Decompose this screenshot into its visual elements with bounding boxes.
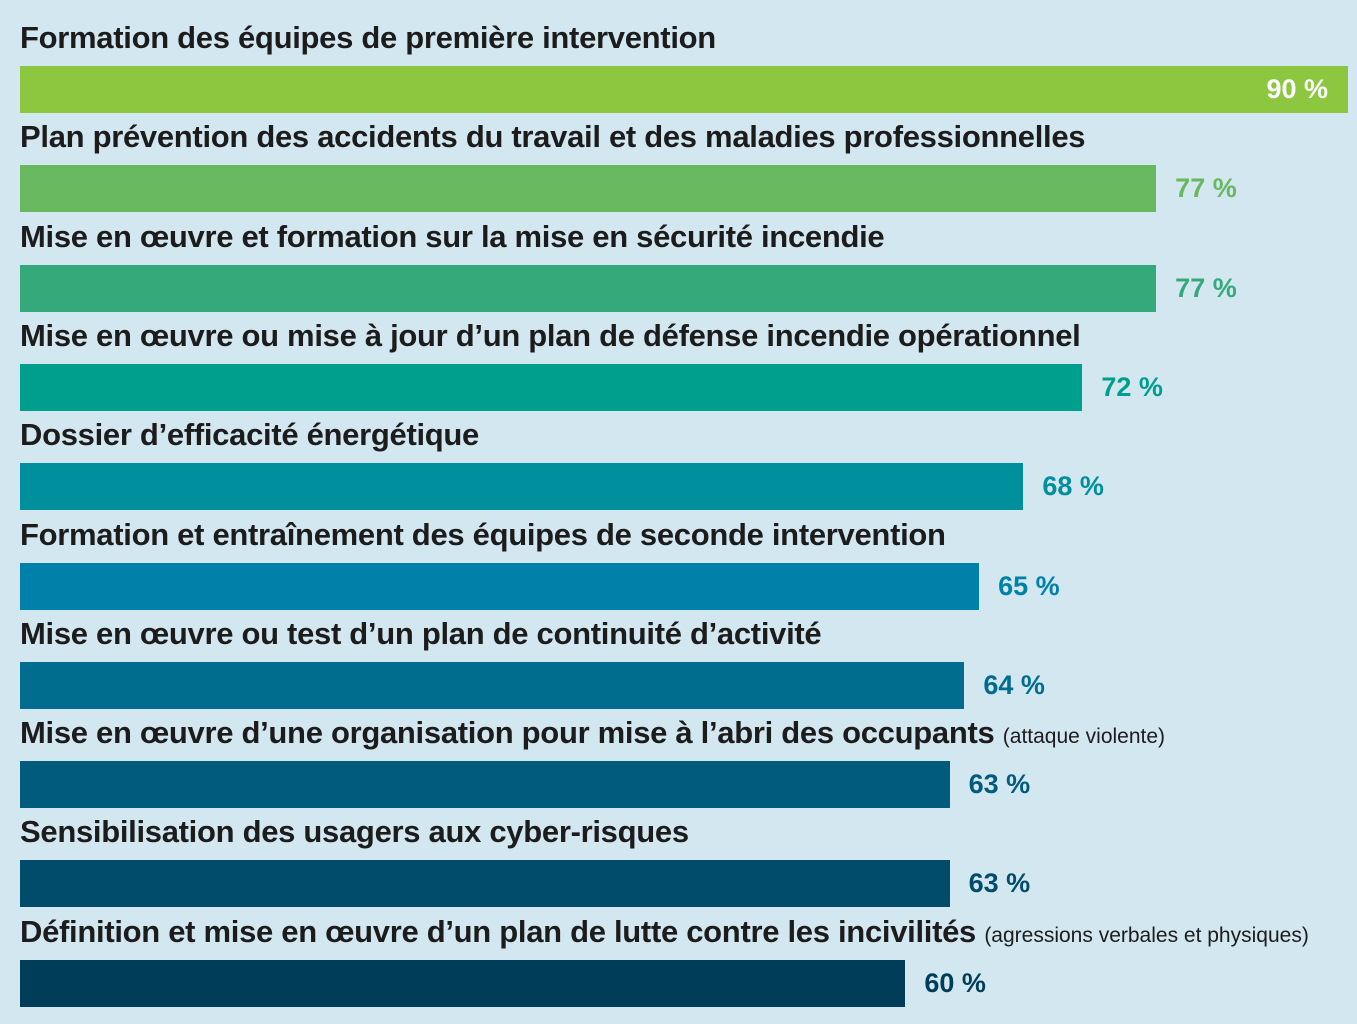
bar-label: Sensibilisation des usagers aux cyber-ri… bbox=[20, 814, 689, 850]
bar-value-label: 63 % bbox=[968, 868, 1031, 899]
bar-row: Mise en œuvre ou test d’un plan de conti… bbox=[0, 596, 1357, 709]
bar bbox=[20, 363, 1083, 411]
bar-row: Formation et entraînement des équipes de… bbox=[0, 497, 1357, 610]
bar-row: Mise en œuvre ou mise à jour d’un plan d… bbox=[0, 298, 1357, 411]
bar-label: Définition et mise en œuvre d’un plan de… bbox=[20, 914, 1309, 950]
bar-value-label: 72 % bbox=[1101, 371, 1163, 402]
bar-value-label: 60 % bbox=[924, 967, 986, 998]
bar-label-text: Mise en œuvre ou mise à jour d’un plan d… bbox=[20, 317, 1081, 353]
bar-value-label: 65 % bbox=[998, 570, 1060, 601]
bar-label-text: Mise en œuvre et formation sur la mise e… bbox=[20, 218, 885, 254]
bar bbox=[20, 264, 1157, 312]
bar-row: Sensibilisation des usagers aux cyber-ri… bbox=[0, 794, 1357, 908]
bar-label: Plan prévention des accidents du travail… bbox=[20, 119, 1086, 155]
bar-row: Définition et mise en œuvre d’un plan de… bbox=[0, 894, 1357, 1007]
bar-label: Dossier d’efficacité énergétique bbox=[20, 417, 479, 453]
bar bbox=[20, 959, 906, 1007]
bar-label: Formation et entraînement des équipes de… bbox=[20, 517, 946, 553]
bar-label: Mise en œuvre et formation sur la mise e… bbox=[20, 218, 885, 255]
bar-row: Plan prévention des accidents du travail… bbox=[0, 99, 1357, 213]
bar-label-text: Formation et entraînement des équipes de… bbox=[20, 516, 946, 552]
bar-label-text: Mise en œuvre d’une organisation pour mi… bbox=[20, 715, 995, 751]
bar-label-text: Dossier d’efficacité énergétique bbox=[20, 417, 480, 453]
bar bbox=[20, 860, 950, 908]
bar-row: Dossier d’efficacité énergétique 68 % bbox=[0, 397, 1357, 511]
bar-value-label: 63 % bbox=[968, 769, 1031, 800]
bar-row: Mise en œuvre d’une organisation pour mi… bbox=[0, 695, 1357, 809]
bar-label: Mise en œuvre d’une organisation pour mi… bbox=[20, 715, 1165, 751]
bar-label: Formation des équipes de première interv… bbox=[20, 20, 716, 56]
bar-value-label: 68 % bbox=[1042, 471, 1104, 502]
bar bbox=[20, 463, 1024, 511]
bar-label-note: (attaque violente) bbox=[1002, 725, 1166, 749]
bar-label-text: Sensibilisation des usagers aux cyber-ri… bbox=[20, 814, 689, 850]
bar bbox=[20, 562, 980, 610]
bar bbox=[20, 761, 950, 809]
bar-label-text: Formation des équipes de première interv… bbox=[20, 20, 716, 55]
bar bbox=[20, 165, 1157, 213]
bar-row: Mise en œuvre et formation sur la mise e… bbox=[0, 199, 1357, 312]
bar-label-text: Mise en œuvre ou test d’un plan de conti… bbox=[20, 615, 822, 651]
bar-value-label: 77 % bbox=[1175, 173, 1237, 204]
bar-label-note: (agressions verbales et physiques) bbox=[984, 923, 1309, 947]
bar-label-text: Définition et mise en œuvre d’un plan de… bbox=[20, 913, 976, 949]
bar-label: Mise en œuvre ou test d’un plan de conti… bbox=[20, 615, 822, 652]
bar-row: Formation des équipes de première interv… bbox=[0, 0, 1357, 113]
bar-value-label: 64 % bbox=[983, 669, 1045, 700]
bar-value-label: 77 % bbox=[1175, 272, 1237, 303]
bar-label: Mise en œuvre ou mise à jour d’un plan d… bbox=[20, 317, 1081, 354]
bar bbox=[20, 661, 965, 709]
bar-value-label: 90 % bbox=[1266, 74, 1328, 104]
bar-label-text: Plan prévention des accidents du travail… bbox=[20, 119, 1086, 155]
bar bbox=[20, 66, 1348, 113]
